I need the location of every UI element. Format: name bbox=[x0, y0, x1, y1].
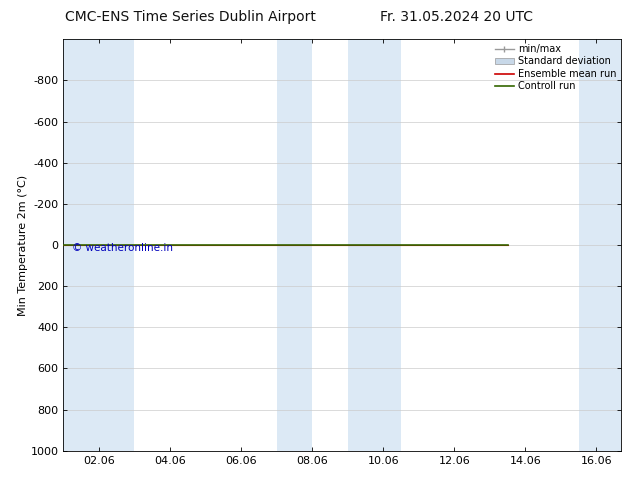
Text: Fr. 31.05.2024 20 UTC: Fr. 31.05.2024 20 UTC bbox=[380, 10, 533, 24]
Bar bbox=[63, 39, 134, 451]
Y-axis label: Min Temperature 2m (°C): Min Temperature 2m (°C) bbox=[18, 174, 28, 316]
Legend: min/max, Standard deviation, Ensemble mean run, Controll run: min/max, Standard deviation, Ensemble me… bbox=[493, 42, 618, 93]
Bar bbox=[579, 39, 621, 451]
Bar bbox=[276, 39, 312, 451]
Bar bbox=[347, 39, 401, 451]
Text: CMC-ENS Time Series Dublin Airport: CMC-ENS Time Series Dublin Airport bbox=[65, 10, 316, 24]
Text: © weatheronline.in: © weatheronline.in bbox=[72, 243, 173, 253]
